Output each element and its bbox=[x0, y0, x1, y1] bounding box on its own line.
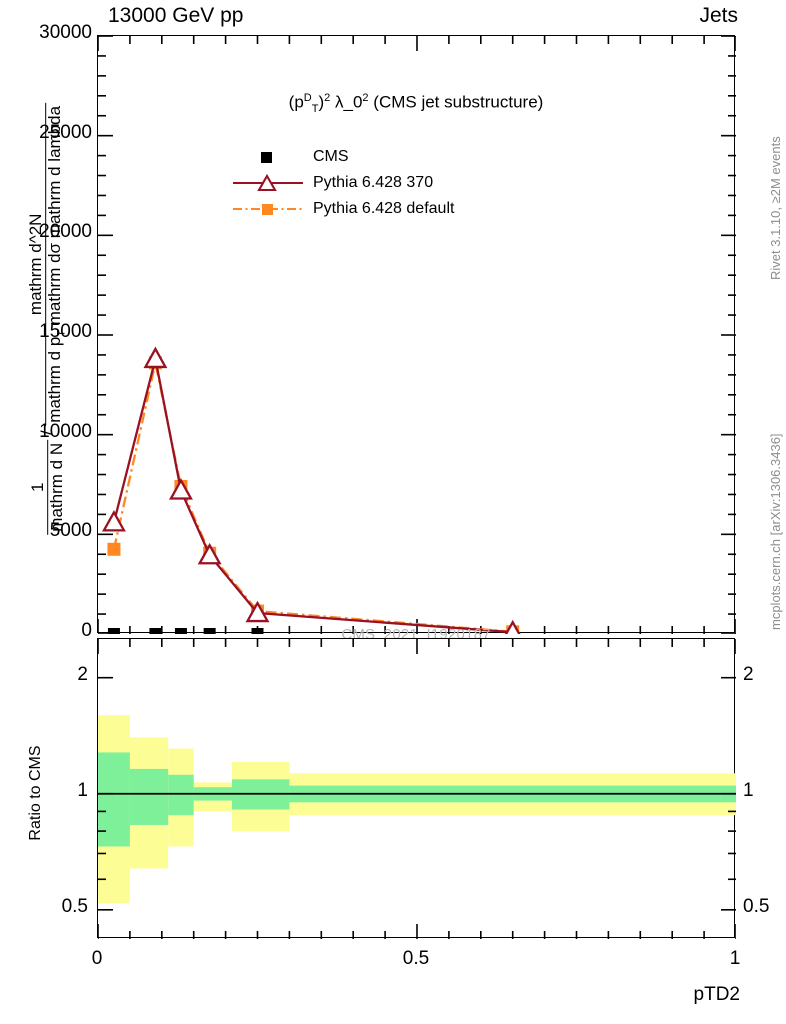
pythia-370-line bbox=[112, 358, 513, 634]
pythia-370-marker bbox=[245, 600, 270, 623]
main-plot-panel: (pDT)2 λ_02 (CMS jet substructure) CMS bbox=[97, 35, 736, 643]
pythia-default-marker bbox=[107, 542, 121, 556]
cms-data-marker bbox=[149, 628, 162, 634]
pythia-default-line bbox=[112, 362, 513, 633]
ratio-y-tick-label-left: 2 bbox=[77, 663, 88, 685]
main-y-tick-label: 15000 bbox=[39, 321, 92, 342]
legend-item-pythia-370[interactable]: Pythia 6.428 370 bbox=[231, 170, 454, 196]
legend-label-cms: CMS bbox=[313, 148, 349, 165]
side-caption-rivet: Rivet 3.1.10, ≥2M events bbox=[768, 136, 783, 280]
main-y-tick-labels: 0 5000 10000 15000 20000 25000 30000 bbox=[0, 0, 92, 1024]
main-y-tick-label: 10000 bbox=[39, 420, 92, 442]
legend: CMS Pythia 6.428 370 Pyt bbox=[231, 144, 454, 222]
header-right-category-label: Jets bbox=[699, 4, 738, 27]
cms-data-marker bbox=[203, 628, 216, 634]
main-y-tick-label: 5000 bbox=[49, 520, 92, 542]
ratio-y-tick-label-right: 1 bbox=[743, 779, 754, 801]
cms-data-marker bbox=[251, 628, 264, 634]
cms-data-marker bbox=[174, 628, 187, 634]
main-plot-canvas bbox=[98, 36, 736, 634]
x-tick-label: 0.5 bbox=[402, 948, 430, 969]
ratio-y-tick-label-right: 2 bbox=[743, 663, 754, 685]
side-caption-mcplots: mcplots.cern.ch [arXiv:1306.3436] bbox=[768, 433, 783, 630]
ratio-y-tick-label-left: 0.5 bbox=[61, 895, 88, 917]
ratio-y-tick-label-right: 0.5 bbox=[743, 895, 770, 917]
cms-data-marker bbox=[107, 628, 120, 634]
legend-item-cms[interactable]: CMS bbox=[231, 144, 454, 170]
ratio-inner-band bbox=[168, 774, 194, 816]
ratio-y-tick-label-left: 1 bbox=[77, 779, 88, 801]
ratio-plot-canvas bbox=[98, 639, 736, 939]
main-y-tick-label: 0 bbox=[81, 620, 92, 641]
legend-key-pythia-default bbox=[231, 198, 305, 220]
main-y-tick-label: 30000 bbox=[39, 22, 92, 43]
legend-key-pythia-370 bbox=[231, 172, 305, 194]
x-axis-title: pTD2 bbox=[693, 984, 740, 1005]
main-y-tick-label: 20000 bbox=[39, 221, 92, 243]
pythia-370-marker bbox=[504, 619, 521, 634]
main-y-tick-label: 25000 bbox=[39, 121, 92, 143]
pythia-370-marker bbox=[168, 478, 193, 500]
header-left-beam-label: 13000 GeV pp bbox=[108, 4, 244, 27]
legend-key-cms bbox=[231, 146, 305, 168]
x-tick-label: 1 bbox=[729, 948, 741, 969]
ratio-plot-panel bbox=[97, 638, 736, 939]
ratio-inner-band bbox=[98, 752, 130, 847]
pythia-370-marker bbox=[143, 346, 168, 369]
legend-label-pythia-370: Pythia 6.428 370 bbox=[313, 174, 434, 191]
pythia-370-marker bbox=[101, 510, 126, 532]
plot-title: (pDT)2 λ_02 (CMS jet substructure) bbox=[288, 92, 544, 116]
legend-label-pythia-default: Pythia 6.428 default bbox=[313, 200, 455, 217]
legend-item-pythia-default[interactable]: Pythia 6.428 default bbox=[231, 196, 454, 222]
ratio-inner-band bbox=[129, 768, 169, 825]
x-tick-label: 0 bbox=[91, 948, 103, 969]
pythia-370-marker bbox=[197, 542, 222, 565]
